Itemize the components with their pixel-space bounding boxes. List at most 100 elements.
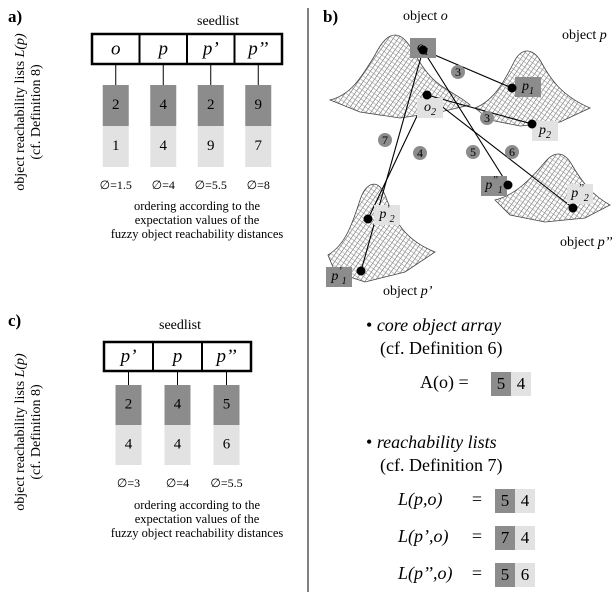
entry-value: 6 <box>521 565 530 584</box>
expectation-value: ∅=4 <box>152 178 175 192</box>
seedlist-entry: p <box>171 346 183 367</box>
caption-line: fuzzy object reachability distances <box>111 227 284 241</box>
expectation-value: ∅=5.5 <box>195 178 227 192</box>
heading-text: reachability lists <box>377 432 497 452</box>
panel-label: b) <box>323 7 338 26</box>
object-label-text: object <box>562 28 596 43</box>
point-name: p <box>484 178 492 193</box>
entry-value: 4 <box>521 491 530 510</box>
edge-weight: 3 <box>484 111 490 125</box>
point <box>569 204 578 213</box>
object-label-name: p <box>599 28 607 43</box>
axis-label-text: object reachability lists <box>13 381 28 511</box>
point-index: 1 <box>342 276 347 287</box>
expectation-value: ∅=1.5 <box>100 178 132 192</box>
object-label-name: o <box>441 9 448 24</box>
edge-weight: 7 <box>382 133 388 147</box>
distance-value: 5 <box>223 396 231 412</box>
point-name: p <box>570 186 578 201</box>
distance-value: 2 <box>125 396 133 412</box>
axis-label: object reachability lists L(p) <box>13 353 28 511</box>
caption-line: expectation values of the <box>135 512 260 526</box>
point-name: o <box>424 100 431 115</box>
distance-value: 9 <box>207 138 215 154</box>
point-name: o <box>417 40 424 55</box>
object-label-text: object <box>383 284 417 299</box>
axis-label-note: (cf. Definition 8) <box>29 384 44 480</box>
seedlist-entry: p’ <box>119 346 137 367</box>
reference: (cf. Definition 7) <box>380 455 502 476</box>
axis-label: object reachability lists L(p) <box>13 33 28 191</box>
distance-value: 2 <box>207 97 215 113</box>
section-heading: • core object array <box>366 315 501 335</box>
axis-label-math: L(p) <box>13 33 28 58</box>
bullet: • <box>366 315 372 335</box>
point-name: p <box>330 269 338 284</box>
caption-line: fuzzy object reachability distances <box>111 526 284 540</box>
point <box>528 120 537 129</box>
object-label: object p’’ <box>560 235 613 250</box>
edge-weight: 3 <box>455 65 461 79</box>
panel-label: c) <box>8 311 21 330</box>
entry-value: 5 <box>497 374 506 393</box>
bullet: • <box>366 432 372 452</box>
point-index: 2 <box>546 130 551 141</box>
list-lhs: L(p,o) <box>397 489 443 510</box>
caption-line: ordering according to the <box>134 199 260 213</box>
seedlist-entry: p’ <box>201 38 219 59</box>
point-index: 2 <box>390 214 395 225</box>
entry-value: 7 <box>501 528 510 547</box>
caption-line: ordering according to the <box>134 498 260 512</box>
distance-value: 4 <box>160 138 168 154</box>
heading-text: core object array <box>377 315 501 335</box>
distance-value: 9 <box>255 97 263 113</box>
section-heading: • reachability lists <box>366 432 497 452</box>
seedlist-title: seedlist <box>197 14 239 29</box>
point <box>508 84 517 93</box>
expectation-value: ∅=8 <box>247 178 270 192</box>
object-o-surface <box>330 35 470 118</box>
core-lhs: A(o) = <box>420 372 469 393</box>
point-index: 1 <box>529 86 534 97</box>
axis-label-note: (cf. Definition 8) <box>29 64 44 160</box>
distance-value: 4 <box>174 396 182 412</box>
point-name: p <box>521 79 529 94</box>
list-lhs: L(p’,o) <box>397 526 449 547</box>
page: { "panel_a": { "label": "a)", "seedlist_… <box>0 0 616 599</box>
point <box>357 267 366 276</box>
point-index: 1 <box>424 47 429 58</box>
entry-value: 4 <box>517 374 526 393</box>
list-lhs: L(p’’,o) <box>397 563 453 584</box>
equals-sign: = <box>472 526 482 546</box>
expectation-value: ∅=4 <box>166 476 189 490</box>
point-name: p <box>378 207 386 222</box>
distance-value: 2 <box>112 97 120 113</box>
object-label-name: p’ <box>420 284 433 299</box>
object-label-text: object <box>560 235 594 250</box>
seedlist-entry: p <box>157 38 169 59</box>
distance-value: 7 <box>255 138 263 154</box>
entry-value: 5 <box>501 565 510 584</box>
point <box>504 181 513 190</box>
object-label: object p’ <box>383 284 433 299</box>
entry-value: 5 <box>501 491 510 510</box>
axis-label-text: object reachability lists <box>13 61 28 191</box>
object-label-text: object <box>403 9 437 24</box>
seedlist-entry: p’’ <box>246 38 268 59</box>
point-index: 1 <box>498 185 503 196</box>
figure: a) seedlist o 2 1 ∅=1.5 p 4 4 ∅=4 p’ 2 9 ∅=5.5 p’’ 9 7 ∅=… <box>0 0 616 599</box>
entry-value: 4 <box>521 528 530 547</box>
distance-value: 4 <box>160 97 168 113</box>
distance-value: 6 <box>223 436 231 452</box>
point <box>364 215 373 224</box>
object-label: object o <box>403 9 448 24</box>
caption-line: expectation values of the <box>135 213 260 227</box>
equals-sign: = <box>472 563 482 583</box>
distance-value: 4 <box>125 436 133 452</box>
edge-weight: 4 <box>417 146 423 160</box>
edge-weight: 5 <box>470 145 476 159</box>
panel-label: a) <box>8 7 22 26</box>
reference: (cf. Definition 6) <box>380 338 502 359</box>
point-index: 2 <box>584 193 589 204</box>
seedlist-entry: o <box>111 38 121 59</box>
